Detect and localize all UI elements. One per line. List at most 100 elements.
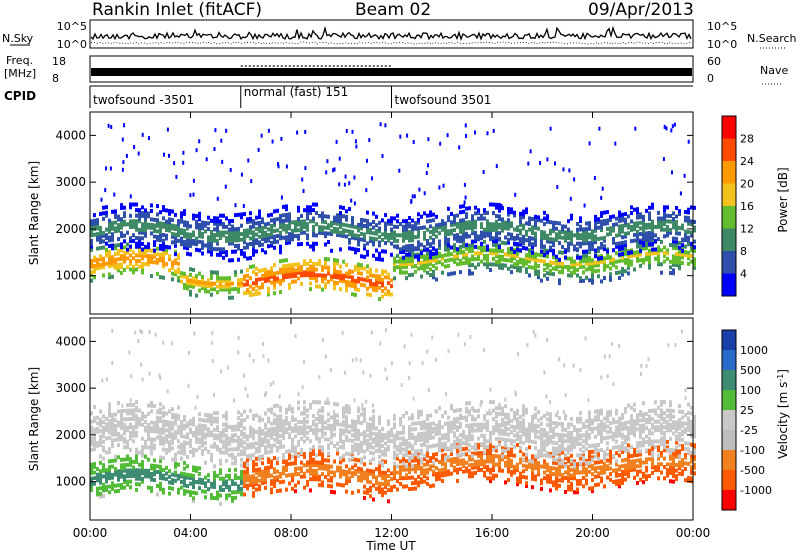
- heatmap-cell: [567, 256, 570, 261]
- heatmap-cell: [129, 261, 132, 266]
- heatmap-cell: [177, 439, 180, 444]
- heatmap-cell: [369, 273, 372, 278]
- heatmap-cell: [213, 484, 216, 489]
- heatmap-cell: [498, 431, 501, 436]
- heatmap-cell: [135, 261, 138, 266]
- heatmap-cell: [477, 442, 480, 447]
- heatmap-cell: [360, 449, 363, 454]
- heatmap-cell: [309, 454, 312, 459]
- heatmap-cell: [492, 251, 495, 256]
- heatmap-cell: [240, 212, 243, 217]
- heatmap-cell: [288, 220, 291, 225]
- nsky-label: N.Sky: [2, 32, 34, 45]
- heatmap-cell: [426, 265, 429, 270]
- heatmap-cell: [99, 434, 102, 439]
- heatmap-cell: [306, 233, 309, 238]
- heatmap-cell: [165, 428, 168, 433]
- heatmap-cell: [222, 222, 225, 227]
- heatmap-cell: [378, 274, 381, 279]
- heatmap-cell: [459, 447, 462, 452]
- heatmap-cell: [168, 440, 171, 445]
- heatmap-cell: [138, 236, 141, 241]
- heatmap-cell: [372, 469, 375, 474]
- heatmap-cell: [498, 254, 501, 259]
- heatmap-cell: [327, 240, 330, 244]
- heatmap-cell: [447, 426, 450, 431]
- heatmap-cell: [690, 259, 693, 264]
- heatmap-cell: [132, 264, 135, 269]
- heatmap-cell: [534, 269, 537, 273]
- heatmap-cell: [306, 227, 309, 232]
- heatmap-cell: [600, 245, 603, 250]
- heatmap-cell: [138, 422, 141, 427]
- heatmap-cell: [495, 230, 498, 235]
- heatmap-cell: [261, 217, 264, 222]
- heatmap-cell: [672, 239, 675, 244]
- heatmap-cell: [240, 283, 243, 288]
- heatmap-cell: [198, 480, 201, 485]
- heatmap-cell: [672, 271, 675, 276]
- heatmap-cell: [492, 476, 495, 481]
- heatmap-cell: [165, 439, 168, 444]
- heatmap-cell: [576, 247, 579, 252]
- heatmap-cell: [189, 272, 192, 277]
- heatmap-cell: [414, 269, 417, 274]
- heatmap-cell: [117, 257, 120, 262]
- heatmap-cell: [321, 287, 324, 292]
- heatmap-cell: [492, 465, 495, 470]
- heatmap-cell: [357, 287, 360, 292]
- heatmap-cell: [117, 262, 120, 267]
- heatmap-cell: [108, 261, 111, 266]
- heatmap-cell: [198, 426, 201, 431]
- heatmap-cell: [285, 418, 288, 423]
- heatmap-cell: [258, 470, 261, 475]
- heatmap-cell: [198, 477, 201, 482]
- heatmap-cell: [330, 435, 333, 440]
- heatmap-cell: [570, 213, 573, 218]
- heatmap-cell: [276, 477, 279, 482]
- heatmap-cell: [335, 139, 338, 144]
- heatmap-cell: [411, 435, 414, 440]
- heatmap-cell: [351, 444, 354, 449]
- heatmap-cell: [597, 236, 600, 241]
- heatmap-cell: [189, 235, 192, 240]
- heatmap-cell: [288, 456, 291, 461]
- heatmap-cell: [153, 248, 156, 253]
- heatmap-cell: [342, 228, 345, 233]
- heatmap-cell: [465, 226, 468, 231]
- heatmap-cell: [489, 445, 492, 450]
- heatmap-cell: [213, 235, 216, 240]
- heatmap-cell: [492, 227, 495, 232]
- heatmap-cell: [447, 232, 450, 237]
- heatmap-cell: [426, 251, 429, 256]
- heatmap-cell: [381, 249, 384, 254]
- heatmap-cell: [246, 279, 249, 284]
- heatmap-cell: [231, 455, 234, 460]
- heatmap-cell: [171, 240, 174, 245]
- heatmap-cell: [93, 427, 96, 432]
- heatmap-cell: [162, 264, 165, 269]
- heatmap-cell: [573, 233, 576, 238]
- heatmap-cell: [360, 226, 363, 231]
- heatmap-cell: [399, 467, 402, 472]
- heatmap-cell: [162, 224, 165, 229]
- heatmap-cell: [588, 264, 591, 269]
- heatmap-cell: [624, 223, 627, 228]
- heatmap-cell: [270, 446, 273, 451]
- heatmap-cell: [222, 482, 225, 487]
- heatmap-cell: [231, 498, 234, 503]
- heatmap-cell: [429, 255, 432, 260]
- heatmap-cell: [426, 451, 429, 455]
- heatmap-cell: [267, 286, 270, 291]
- heatmap-cell: [474, 417, 477, 422]
- heatmap-cell: [246, 414, 249, 419]
- heatmap-cell: [99, 234, 102, 239]
- heatmap-cell: [225, 447, 228, 452]
- heatmap-cell: [246, 290, 249, 295]
- heatmap-cell: [93, 405, 96, 409]
- heatmap-cell: [138, 416, 141, 421]
- heatmap-cell: [477, 428, 480, 433]
- heatmap-cell: [174, 452, 177, 457]
- heatmap-cell: [225, 428, 228, 432]
- heatmap-cell: [399, 430, 402, 435]
